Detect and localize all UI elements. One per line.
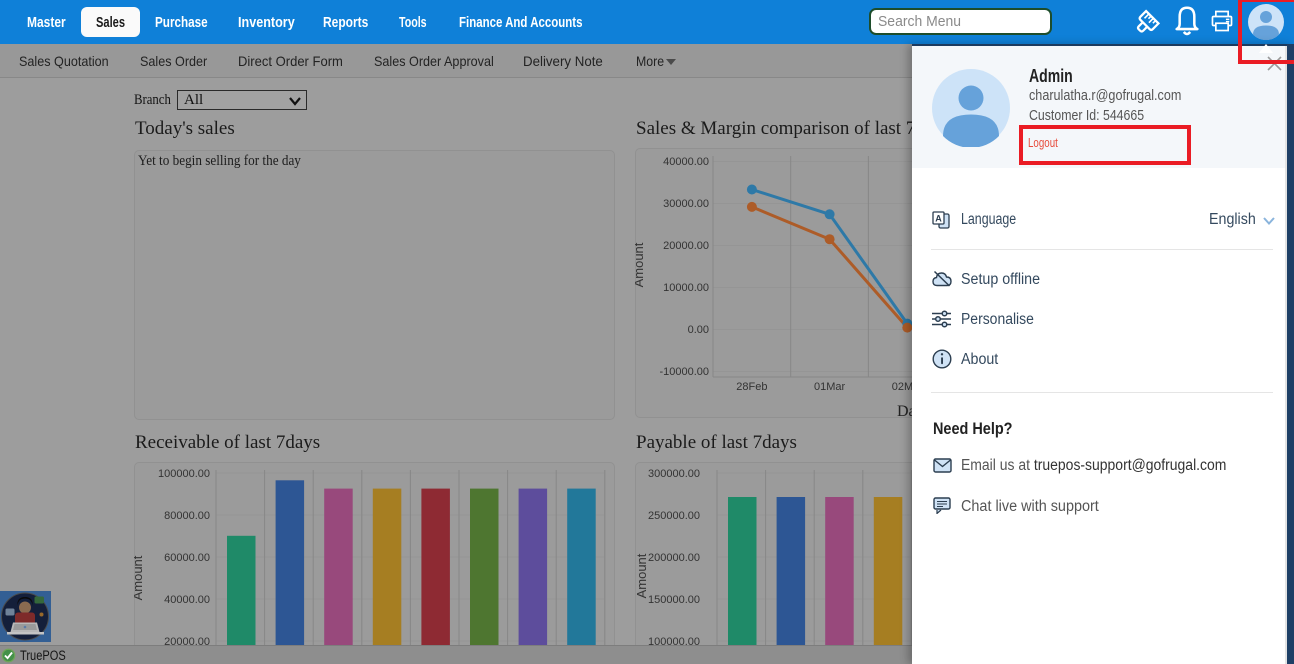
svg-text:01Mar: 01Mar [814,381,846,393]
svg-text:-10000.00: -10000.00 [659,366,709,378]
svg-text:250000.00: 250000.00 [648,510,700,522]
svg-text:60000.00: 60000.00 [164,552,210,564]
svg-text:150000.00: 150000.00 [648,594,700,606]
svg-text:A: A [935,214,942,224]
svg-text:0.00: 0.00 [688,324,709,336]
svg-text:30000.00: 30000.00 [663,198,709,210]
svg-text:Amount: Amount [134,555,145,600]
svg-text:80000.00: 80000.00 [164,510,210,522]
svg-text:40000.00: 40000.00 [164,594,210,606]
svg-text:20000.00: 20000.00 [663,240,709,252]
svg-text:Amount: Amount [635,553,649,598]
svg-text:10000.00: 10000.00 [663,282,709,294]
svg-text:40000.00: 40000.00 [663,156,709,168]
svg-text:Amount: Amount [635,242,646,287]
svg-text:300000.00: 300000.00 [648,468,700,480]
svg-text:200000.00: 200000.00 [648,552,700,564]
svg-text:28Feb: 28Feb [736,381,767,393]
svg-text:100000.00: 100000.00 [158,468,210,480]
